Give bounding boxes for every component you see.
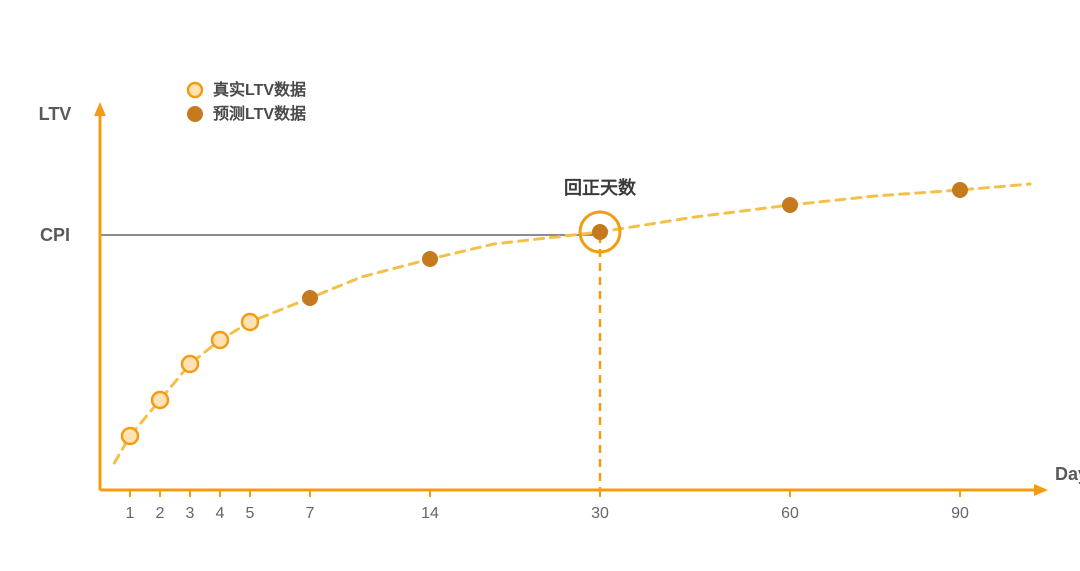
chart-background <box>0 0 1080 571</box>
x-tick-label: 5 <box>246 505 255 522</box>
x-tick-label: 7 <box>306 505 315 522</box>
legend-marker-real-icon <box>188 83 202 97</box>
marker-predicted <box>952 182 968 198</box>
marker-predicted <box>302 290 318 306</box>
marker-real <box>152 392 168 408</box>
legend-label-predicted: 预测LTV数据 <box>213 104 306 123</box>
marker-predicted <box>592 224 608 240</box>
x-tick-label: 4 <box>216 505 225 522</box>
x-tick-label: 30 <box>591 505 609 522</box>
cpi-label: CPI <box>40 225 70 245</box>
breakeven-label: 回正天数 <box>564 177 637 198</box>
x-tick-label: 14 <box>421 505 439 522</box>
marker-real <box>212 332 228 348</box>
x-axis-title: Day <box>1055 464 1080 484</box>
x-tick-label: 60 <box>781 505 799 522</box>
marker-real <box>122 428 138 444</box>
marker-real <box>182 356 198 372</box>
x-tick-label: 90 <box>951 505 969 522</box>
legend-label-real: 真实LTV数据 <box>213 80 306 99</box>
marker-real <box>242 314 258 330</box>
x-tick-label: 1 <box>126 505 135 522</box>
marker-predicted <box>422 251 438 267</box>
marker-predicted <box>782 197 798 213</box>
legend-marker-predicted-icon <box>188 107 202 121</box>
y-axis-title: LTV <box>39 104 72 124</box>
x-tick-label: 3 <box>186 505 195 522</box>
ltv-chart: LTV Day 1 2 3 4 5 7 14 30 60 90 CPI 回正天数 真实LTV数据预测LTV数… <box>0 0 1080 571</box>
x-tick-label: 2 <box>156 505 165 522</box>
